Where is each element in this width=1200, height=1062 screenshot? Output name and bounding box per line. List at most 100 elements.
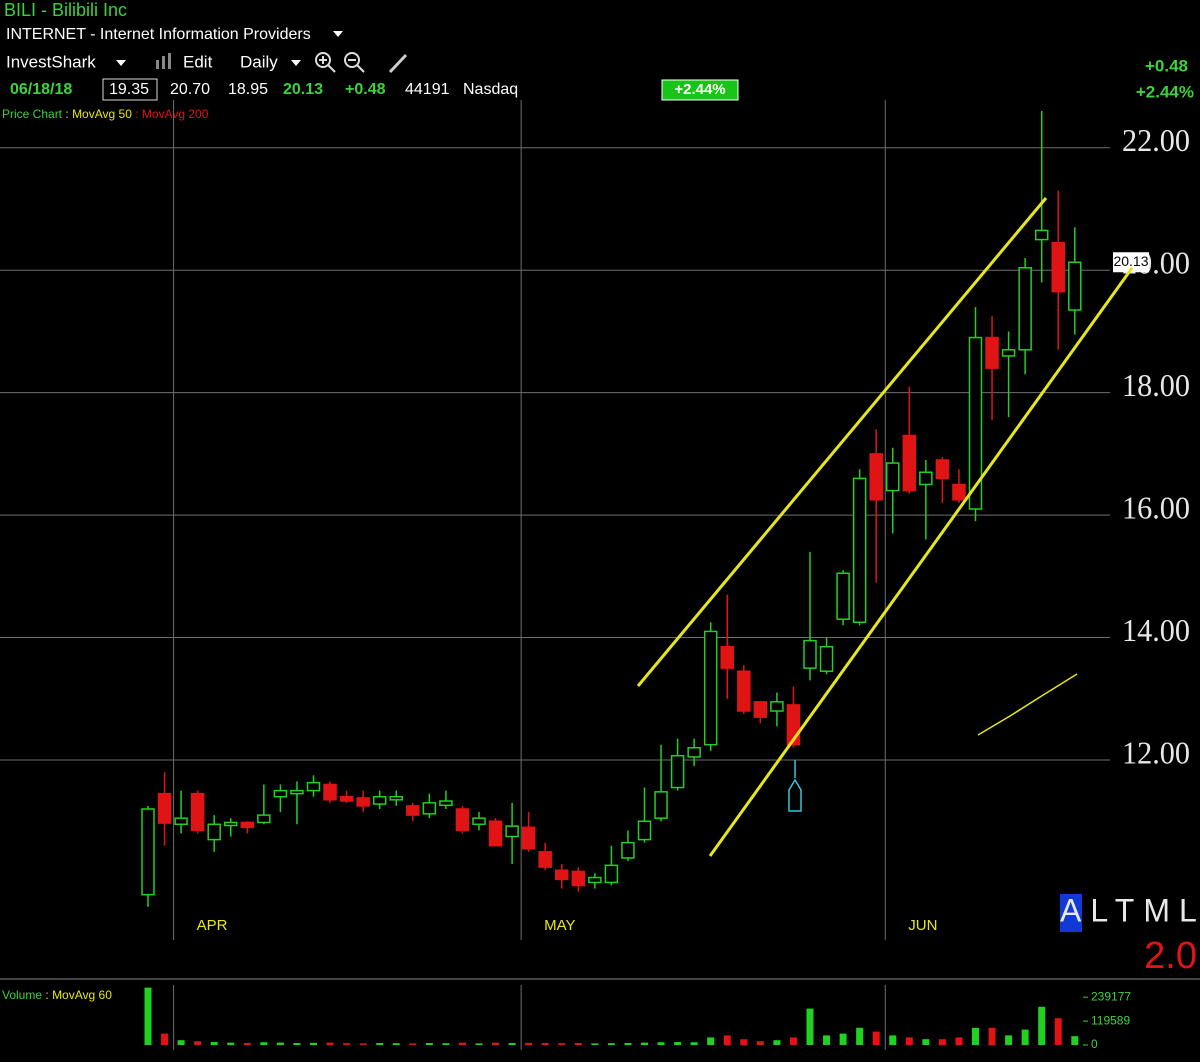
volume-bar [889,1035,897,1045]
bars-icon[interactable] [156,53,171,69]
candle-body [670,754,685,789]
change-pct-badge [661,79,739,101]
marks: 20.13 [141,111,1149,1045]
candle-body [687,747,701,758]
volume-bar [194,1041,202,1045]
volume-bar [773,1040,781,1045]
candle-body [521,826,536,850]
candle-body [555,869,569,881]
candle-body [422,802,437,815]
change-pct: +2.44% [674,81,725,98]
candle-body [190,792,205,832]
candle-body [356,797,370,807]
volume-bar [475,1043,483,1045]
signal-arrow [788,760,802,812]
dropdown-arrow[interactable] [116,60,126,66]
volume-bar [872,1031,880,1045]
candle-body [886,462,900,492]
candle-body [604,864,619,884]
volume-bar [856,1027,864,1045]
y-tick-label: 16.00 [1122,489,1190,525]
legend-item: Price Chart [2,107,63,121]
volume-bar [260,1042,268,1045]
zoom-in-icon[interactable] [315,52,336,73]
volume-bar [1071,1036,1079,1045]
candle-body [472,817,486,826]
volume-bar [839,1033,847,1045]
volume-bar [1021,1029,1029,1045]
x-tick-label: APR [197,917,228,934]
volume-bar [740,1039,748,1045]
volume-bar [988,1027,996,1045]
volume-legend: Volume : MovAvg 60 [2,988,112,1002]
brand-menu[interactable]: InvestShark [6,52,96,71]
candle-body [571,870,586,887]
candle-body [1051,241,1065,293]
volume-bar [905,1037,913,1045]
candle-body [621,841,635,859]
volume-bar [806,1008,814,1045]
edit-button[interactable]: Edit [183,52,213,71]
volume-bar [326,1042,334,1045]
candle-body [224,821,238,827]
candle-body [919,471,933,486]
volume-bar [574,1043,582,1045]
candle-body [637,820,652,841]
candle-body [290,789,304,795]
volume-tick-label: 239177 [1091,989,1131,1003]
badge-highlight [1060,894,1082,932]
volume-bar [723,1035,731,1045]
candle-body [1068,261,1082,311]
draw-icon[interactable] [388,53,408,74]
volume-bar [756,1041,764,1045]
right-change-pct: +2.44% [1136,82,1194,101]
volume-bar [1054,1018,1062,1045]
zoom-out-icon[interactable] [344,52,365,73]
volume-bar [492,1042,500,1045]
volume-bar [707,1037,715,1045]
candle-body [836,572,850,620]
volume-bar [177,1040,185,1045]
candle-body [869,453,883,501]
quote-change: +0.48 [345,81,386,98]
x-tick-label: JUN [908,917,937,934]
volume-bar [922,1039,930,1045]
candle-body [902,434,917,492]
candle-body [737,670,751,712]
volume-bar [359,1043,367,1045]
candle-body [770,701,784,712]
candle-body [339,795,354,802]
right-change: +0.48 [1145,56,1188,75]
candle-body [323,783,337,801]
dropdown-arrow[interactable] [291,60,301,66]
candle-body [1001,349,1016,357]
volume-bar [161,1033,169,1045]
volume-bar [210,1042,218,1045]
quote-low: 18.95 [228,81,268,98]
volume-bar [376,1043,384,1045]
moving-average-line [977,673,1078,736]
volume-bar [1005,1035,1013,1045]
volume-bar [823,1035,831,1045]
dropdown-arrow[interactable] [333,31,343,37]
industry-label[interactable]: INTERNET - Internet Information Provider… [6,26,311,43]
volume-bar [310,1042,317,1045]
quote-date: 06/18/18 [10,81,72,98]
volume-bar [392,1043,400,1045]
legend-item: MovAvg 200 [142,107,209,121]
volume-bar [591,1043,599,1045]
volume-bar [144,987,152,1045]
volume-bar [409,1043,417,1045]
candle-body [273,789,288,798]
period-menu[interactable]: Daily [240,52,278,71]
candle-body [505,825,519,838]
volume-bar [458,1042,466,1045]
volume-bar [955,1037,963,1045]
candle-body [968,336,983,510]
candle-body [406,805,420,816]
volume-bar [1038,1006,1046,1045]
candle-body [952,483,966,501]
badge-text: ALTML [1060,892,1200,928]
legend-separator: : [135,107,138,121]
